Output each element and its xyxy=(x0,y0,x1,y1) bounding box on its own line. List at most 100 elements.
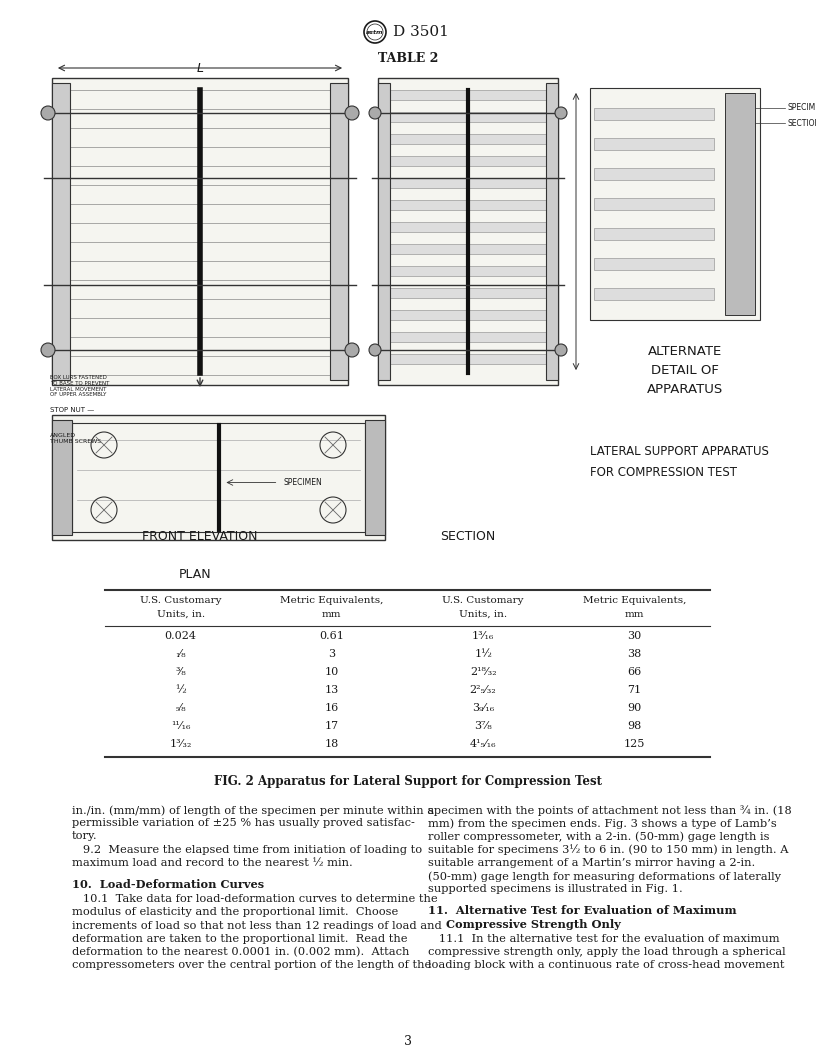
Circle shape xyxy=(369,107,381,119)
Circle shape xyxy=(555,344,567,356)
Bar xyxy=(52,83,70,380)
Bar xyxy=(546,83,558,380)
Text: Metric Equivalents,: Metric Equivalents, xyxy=(583,596,686,605)
Bar xyxy=(725,93,755,315)
Text: STOP NUT —: STOP NUT — xyxy=(50,407,95,413)
Text: 18: 18 xyxy=(325,739,339,749)
Text: ₁⁄₈: ₁⁄₈ xyxy=(175,649,186,659)
Text: 1³⁄₁₆: 1³⁄₁₆ xyxy=(472,631,494,641)
Bar xyxy=(382,90,554,100)
Bar xyxy=(52,78,348,385)
Text: ANGLED
THUMB SCREWS: ANGLED THUMB SCREWS xyxy=(50,433,101,444)
Text: 3₉⁄₁₆: 3₉⁄₁₆ xyxy=(472,703,494,713)
Text: suitable arrangement of a Martin’s mirror having a 2-in.: suitable arrangement of a Martin’s mirro… xyxy=(428,857,756,868)
Bar xyxy=(382,288,554,298)
Bar xyxy=(590,88,760,320)
Text: 1³⁄₃₂: 1³⁄₃₂ xyxy=(170,739,192,749)
Text: ₅⁄₈: ₅⁄₈ xyxy=(175,703,186,713)
Bar xyxy=(594,288,714,300)
Bar xyxy=(382,244,554,254)
Text: U.S. Customary: U.S. Customary xyxy=(442,596,524,605)
Bar xyxy=(594,228,714,240)
Bar xyxy=(378,83,390,380)
Text: 13: 13 xyxy=(325,685,339,695)
Text: 0.61: 0.61 xyxy=(319,631,344,641)
Text: 2²₅⁄₃₂: 2²₅⁄₃₂ xyxy=(470,685,496,695)
Text: 1½: 1½ xyxy=(474,649,492,659)
Text: mm) from the specimen ends. Fig. 3 shows a type of Lamb’s: mm) from the specimen ends. Fig. 3 shows… xyxy=(428,818,777,829)
Text: deformation to the nearest 0.0001 in. (0.002 mm).  Attach: deformation to the nearest 0.0001 in. (0… xyxy=(72,947,410,958)
Text: D 3501: D 3501 xyxy=(393,25,449,39)
Bar xyxy=(382,266,554,276)
Text: compressive strength only, apply the load through a spherical: compressive strength only, apply the loa… xyxy=(428,947,786,957)
Text: ½: ½ xyxy=(175,685,186,695)
Text: mm: mm xyxy=(322,610,342,619)
Text: 10.1  Take data for load-deformation curves to determine the: 10.1 Take data for load-deformation curv… xyxy=(72,894,437,904)
Circle shape xyxy=(369,344,381,356)
Text: 11.1  In the alternative test for the evaluation of maximum: 11.1 In the alternative test for the eva… xyxy=(428,934,779,944)
Text: 3: 3 xyxy=(404,1035,412,1048)
Text: Metric Equivalents,: Metric Equivalents, xyxy=(280,596,384,605)
Text: 90: 90 xyxy=(628,703,641,713)
Text: Compressive Strength Only: Compressive Strength Only xyxy=(446,919,621,929)
Bar xyxy=(594,199,714,210)
Text: 125: 125 xyxy=(623,739,645,749)
Text: 30: 30 xyxy=(628,631,641,641)
Text: 3: 3 xyxy=(328,649,335,659)
Bar xyxy=(382,156,554,166)
Bar xyxy=(52,420,72,535)
Bar xyxy=(382,112,554,122)
Text: BOX LURS FASTENED
TO BASE TO PREVENT
LATERAL MOVEMENT
OF UPPER ASSEMBLY: BOX LURS FASTENED TO BASE TO PREVENT LAT… xyxy=(50,375,109,397)
Text: Units, in.: Units, in. xyxy=(157,610,205,619)
Text: 17: 17 xyxy=(325,721,339,731)
Bar xyxy=(382,354,554,364)
Text: SECTION: SECTION xyxy=(441,530,495,543)
Bar xyxy=(378,78,558,385)
Text: SECTION: SECTION xyxy=(787,118,816,128)
Text: U.S. Customary: U.S. Customary xyxy=(140,596,221,605)
Text: permissible variation of ±25 % has usually proved satisfac-: permissible variation of ±25 % has usual… xyxy=(72,818,415,828)
Text: astm: astm xyxy=(366,30,384,35)
Text: 71: 71 xyxy=(628,685,641,695)
Text: maximum load and record to the nearest ½ min.: maximum load and record to the nearest ½… xyxy=(72,857,353,868)
Text: TABLE 2: TABLE 2 xyxy=(378,52,438,65)
Circle shape xyxy=(345,343,359,357)
Bar xyxy=(594,168,714,180)
Text: 38: 38 xyxy=(628,649,641,659)
Text: tory.: tory. xyxy=(72,831,98,842)
Text: 16: 16 xyxy=(325,703,339,713)
Bar xyxy=(365,420,385,535)
Text: SPECIMEN: SPECIMEN xyxy=(787,103,816,113)
Text: L: L xyxy=(197,62,203,75)
Text: LATERAL SUPPORT APPARATUS
FOR COMPRESSION TEST: LATERAL SUPPORT APPARATUS FOR COMPRESSIO… xyxy=(590,445,769,479)
Text: 9.2  Measure the elapsed time from initiation of loading to: 9.2 Measure the elapsed time from initia… xyxy=(72,845,422,854)
Text: 10: 10 xyxy=(325,667,339,677)
Text: in./in. (mm/mm) of length of the specimen per minute within a: in./in. (mm/mm) of length of the specime… xyxy=(72,805,434,815)
Text: modulus of elasticity and the proportional limit.  Choose: modulus of elasticity and the proportion… xyxy=(72,907,398,918)
Text: 3⁷⁄₈: 3⁷⁄₈ xyxy=(474,721,492,731)
Circle shape xyxy=(345,106,359,120)
Text: mm: mm xyxy=(624,610,644,619)
Text: PLAN: PLAN xyxy=(179,568,211,581)
Circle shape xyxy=(41,343,55,357)
Text: increments of load so that not less than 12 readings of load and: increments of load so that not less than… xyxy=(72,921,441,930)
Text: 0.024: 0.024 xyxy=(165,631,197,641)
Bar xyxy=(594,258,714,270)
Bar xyxy=(72,423,365,532)
Text: 66: 66 xyxy=(628,667,641,677)
Text: specimen with the points of attachment not less than ¾ in. (18: specimen with the points of attachment n… xyxy=(428,805,792,815)
Bar xyxy=(382,200,554,210)
Text: 10.  Load-Deformation Curves: 10. Load-Deformation Curves xyxy=(72,879,264,890)
Text: 4¹₅⁄₁₆: 4¹₅⁄₁₆ xyxy=(470,739,496,749)
Text: supported specimens is illustrated in Fig. 1.: supported specimens is illustrated in Fi… xyxy=(428,884,683,894)
Text: roller compressometer, with a 2-in. (50-mm) gage length is: roller compressometer, with a 2-in. (50-… xyxy=(428,831,769,842)
Bar xyxy=(382,222,554,232)
Text: ³⁄₈: ³⁄₈ xyxy=(175,667,186,677)
Text: loading block with a continuous rate of cross-head movement: loading block with a continuous rate of … xyxy=(428,960,784,970)
Bar xyxy=(382,332,554,342)
Text: 2¹⁸⁄₃₂: 2¹⁸⁄₃₂ xyxy=(470,667,496,677)
Text: FRONT ELEVATION: FRONT ELEVATION xyxy=(142,530,258,543)
Text: compressometers over the central portion of the length of the: compressometers over the central portion… xyxy=(72,960,431,970)
Text: 11.  Alternative Test for Evaluation of Maximum: 11. Alternative Test for Evaluation of M… xyxy=(428,905,737,917)
Bar xyxy=(330,83,348,380)
